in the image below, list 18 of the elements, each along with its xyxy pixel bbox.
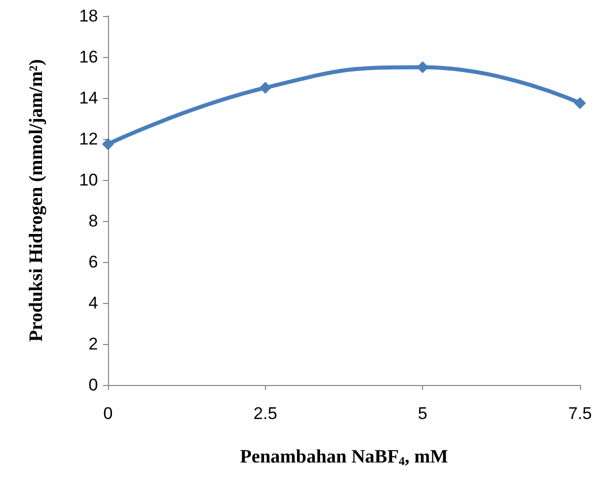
y-tick-label: 2 [88,334,98,354]
point [259,82,272,94]
y-tick-label: 12 [79,130,98,148]
x-tick-label: 0 [103,404,113,423]
y-tick-label: 6 [88,252,98,272]
x-tick-label: 2.5 [254,404,278,423]
y-tick-label: 14 [79,88,98,108]
y-tick-label: 16 [79,48,98,66]
point [574,97,586,110]
y-axis-title: Produksi Hidrogen (mmol/jam/m²) [26,59,47,342]
y-tick-label: 18 [79,6,98,26]
y-tick-label: 10 [79,170,98,190]
y-tick-label: 8 [88,212,98,230]
x-tick-label: 7.5 [568,404,592,423]
point [102,138,114,150]
y-tick-label: 0 [88,376,98,394]
x-tick-label: 5 [418,404,428,423]
y-tick-label: 4 [88,294,98,312]
